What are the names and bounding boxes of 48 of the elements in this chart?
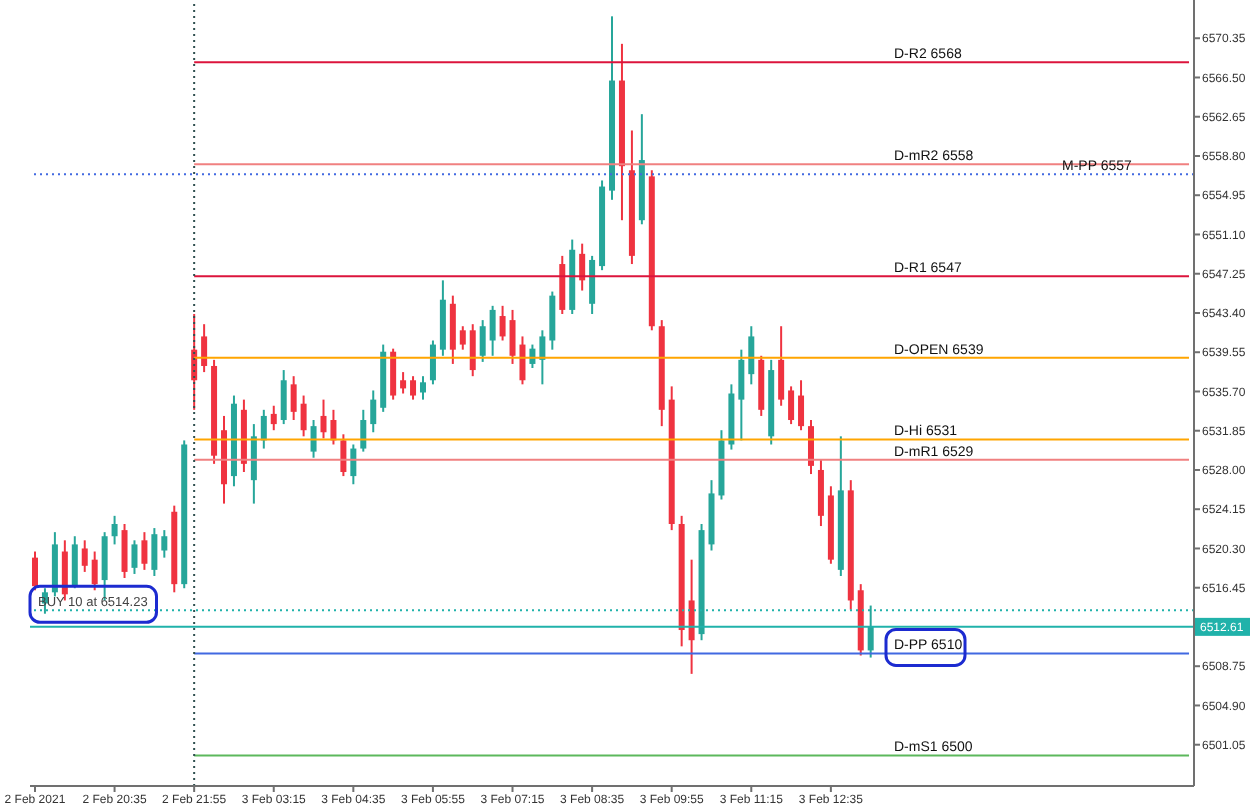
candlestick	[559, 254, 566, 315]
candlestick	[151, 527, 158, 577]
candlestick	[429, 339, 436, 386]
candlestick	[91, 550, 98, 592]
candlestick	[31, 550, 38, 592]
candlestick	[141, 531, 148, 571]
candlestick	[121, 523, 128, 580]
candlestick	[489, 304, 496, 357]
candlestick	[260, 408, 267, 450]
candlestick	[579, 242, 586, 292]
candlestick	[300, 394, 307, 438]
candlestick	[867, 604, 874, 659]
candlestick	[81, 539, 88, 573]
candlestick	[738, 348, 745, 442]
candlestick	[817, 458, 824, 528]
candlestick	[589, 254, 596, 315]
candlestick	[350, 443, 357, 486]
candlestick	[778, 325, 785, 407]
candlestick	[798, 379, 805, 432]
candlestick	[807, 419, 814, 476]
candlestick	[111, 514, 118, 546]
candlestick	[390, 347, 397, 401]
candlestick	[549, 290, 556, 351]
candlestick	[788, 385, 795, 426]
candlestick	[51, 531, 58, 598]
candlestick	[250, 423, 257, 505]
candlestick	[419, 375, 426, 401]
candlestick	[201, 323, 208, 374]
candlestick	[400, 371, 407, 395]
candlestick	[161, 529, 168, 559]
candlestick	[469, 323, 476, 378]
candlestick	[131, 539, 138, 575]
candlestick	[340, 433, 347, 478]
candlestick	[499, 304, 506, 342]
candlestick	[270, 404, 277, 432]
candlestick	[280, 369, 287, 426]
candlestick	[360, 408, 367, 453]
candlestick	[61, 539, 68, 602]
candlestick	[479, 319, 486, 363]
candlestick	[290, 375, 297, 422]
candlestick	[410, 375, 417, 401]
candlestick	[459, 325, 466, 351]
candlestick	[539, 329, 546, 386]
candlestick	[370, 389, 377, 434]
candlestick	[748, 325, 755, 386]
candlestick	[449, 294, 456, 365]
candlestick	[688, 558, 695, 675]
candlestick	[310, 419, 317, 459]
